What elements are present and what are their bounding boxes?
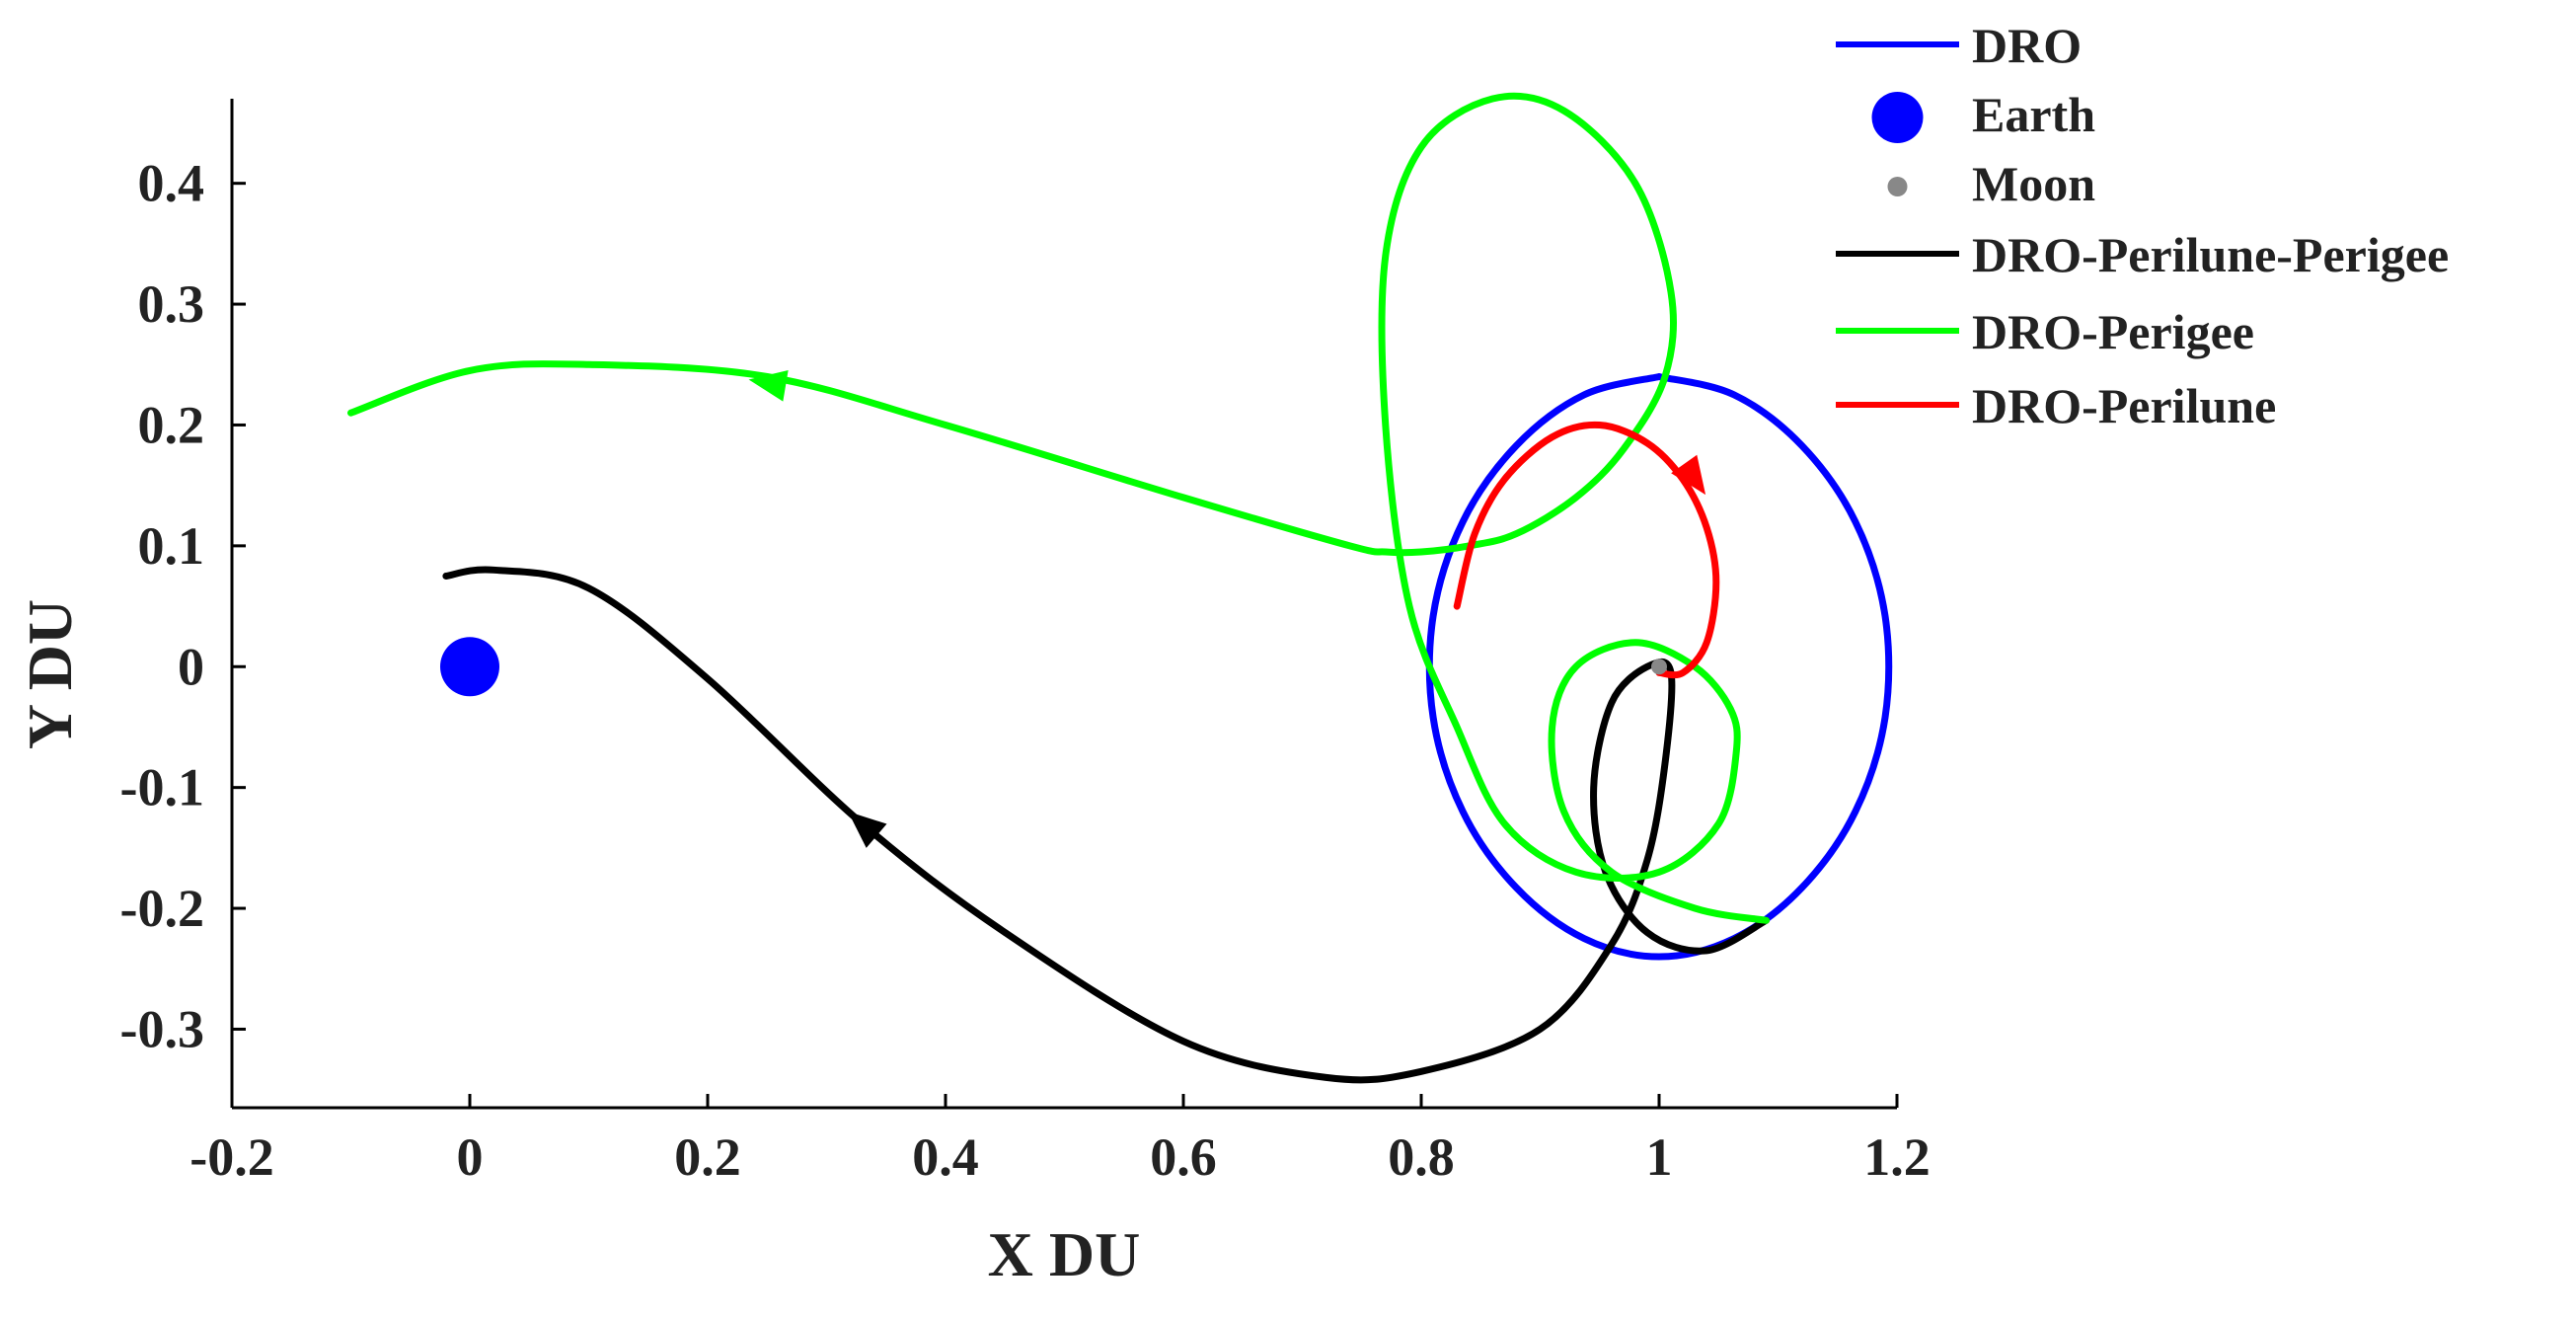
x-tick-label: 0.4	[912, 1127, 979, 1187]
dro-perilune-perigee-direction-arrow	[848, 812, 887, 848]
dro-trajectory	[1425, 373, 1893, 961]
y-tick-label: 0.3	[138, 274, 205, 334]
y-tick-label: 0.2	[138, 395, 205, 454]
legend-label: Moon	[1972, 156, 2095, 211]
x-tick-label: 0.8	[1388, 1127, 1455, 1187]
axes: -0.2 0 0.2 0.4 0.6 0.8 1 1.2 -0.3 -0.2 -0.1 0 0.1 0.2…	[120, 99, 1931, 1187]
x-tick-label: 0	[457, 1127, 484, 1187]
dro-perilune-perigee-trajectory	[442, 566, 1770, 1084]
legend-entry-dro-perigee: DRO-Perigee	[1836, 304, 2254, 359]
legend-entry-earth: Earth	[1871, 87, 2095, 143]
earth-marker	[440, 637, 499, 697]
legend-label: DRO	[1972, 18, 2082, 73]
x-tick-label: 1	[1646, 1127, 1673, 1187]
y-axis-label: Y DU	[15, 599, 85, 749]
legend-entry-dro: DRO	[1836, 18, 2082, 73]
y-tick-label: 0.4	[138, 154, 205, 213]
legend-entry-dro-perilune-perigee: DRO-Perilune-Perigee	[1836, 227, 2449, 282]
legend-label: DRO-Perilune	[1972, 378, 2276, 433]
dro-perilune-direction-arrow	[1671, 454, 1706, 496]
legend-swatch	[1871, 92, 1924, 143]
legend-entry-dro-perilune: DRO-Perilune	[1836, 378, 2276, 433]
dro-perilune-trajectory	[1453, 421, 1720, 679]
legend-swatch	[1887, 177, 1908, 196]
x-axis-label: X DU	[988, 1219, 1141, 1289]
y-tick-label: -0.3	[120, 999, 204, 1058]
x-tick-label: 0.2	[674, 1127, 741, 1187]
series-layer	[347, 92, 1893, 1084]
moon-marker	[1651, 659, 1667, 675]
y-tick-label: -0.2	[120, 879, 204, 938]
y-tick-label: -0.1	[120, 758, 204, 817]
legend-entry-moon: Moon	[1887, 156, 2095, 211]
x-tick-label: 0.6	[1150, 1127, 1217, 1187]
y-tick-label: 0	[178, 637, 204, 696]
dro-perigee-trajectory	[347, 92, 1770, 924]
x-tick-label: -0.2	[189, 1127, 273, 1187]
dro-perigee-direction-arrow	[748, 370, 789, 402]
legend-label: DRO-Perilune-Perigee	[1972, 227, 2449, 282]
legend-label: Earth	[1972, 87, 2095, 142]
x-tick-label: 1.2	[1863, 1127, 1931, 1187]
y-tick-label: 0.1	[138, 516, 205, 576]
legend: DRO Earth Moon DRO-Perilune-Perigee DRO-Peri…	[1836, 18, 2449, 433]
legend-label: DRO-Perigee	[1972, 304, 2254, 359]
